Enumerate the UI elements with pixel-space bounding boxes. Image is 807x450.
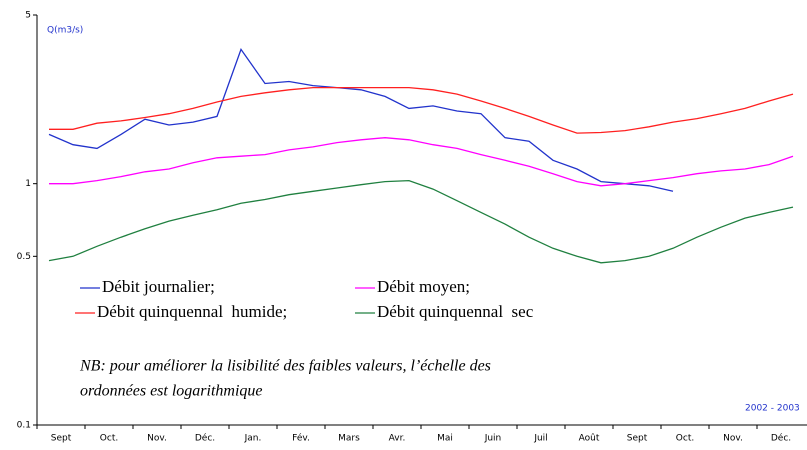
x-tick-label: Sept bbox=[627, 434, 648, 444]
legend-label: Débit quinquennal sec bbox=[377, 302, 534, 321]
y-tick-label: 1 bbox=[25, 179, 31, 189]
legend-label: Débit quinquennal humide; bbox=[97, 302, 287, 321]
x-tick-label: Sept bbox=[51, 434, 72, 444]
y-tick-label: 0.5 bbox=[17, 252, 31, 262]
x-tick-label: Juil bbox=[533, 434, 547, 444]
x-tick-label: Mars bbox=[338, 434, 360, 444]
x-tick-label: Août bbox=[579, 434, 600, 444]
legend-label: Débit journalier; bbox=[102, 277, 215, 296]
series-line bbox=[48, 48, 674, 192]
y-tick-label: 0.1 bbox=[17, 421, 31, 431]
x-tick-label: Mai bbox=[437, 434, 453, 444]
x-tick-label: Déc. bbox=[771, 433, 791, 444]
x-tick-label: Oct. bbox=[100, 434, 118, 444]
series-line bbox=[48, 179, 794, 264]
x-tick-label: Juin bbox=[484, 434, 502, 444]
y-axis-label: Q(m3/s) bbox=[47, 26, 83, 36]
period-label: 2002 - 2003 bbox=[745, 404, 800, 414]
x-tick-label: Oct. bbox=[676, 434, 694, 444]
x-tick-label: Déc. bbox=[195, 433, 215, 444]
x-tick-label: Fév. bbox=[292, 433, 310, 444]
x-tick-label: Avr. bbox=[389, 434, 406, 444]
y-tick-label: 5 bbox=[25, 11, 31, 21]
note-line: ordonnées est logarithmique bbox=[80, 383, 263, 400]
legend-label: Débit moyen; bbox=[377, 277, 470, 296]
note-line: NB: pour améliorer la lisibilité des fai… bbox=[79, 358, 491, 375]
series-line bbox=[49, 137, 794, 187]
x-tick-label: Nov. bbox=[723, 434, 743, 444]
series-line bbox=[49, 86, 794, 134]
x-tick-label: Jan. bbox=[244, 434, 262, 444]
x-tick-label: Nov. bbox=[147, 434, 167, 444]
